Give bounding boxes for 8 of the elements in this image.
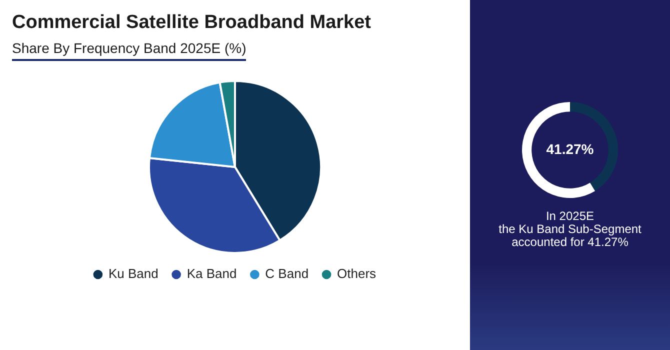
legend-label: Others (337, 266, 377, 282)
legend-label: Ka Band (186, 266, 237, 282)
legend-label: C Band (265, 266, 309, 282)
chart-title: Commercial Satellite Broadband Market (12, 12, 371, 34)
chart-subtitle: Share By Frequency Band 2025E (%) (12, 40, 246, 61)
text: In 2025E the Ku Band Sub-Segment accounted for 41.27% (498, 209, 642, 249)
legend-label: Ku Band (108, 266, 158, 282)
data-label: 41.27% (546, 140, 594, 157)
